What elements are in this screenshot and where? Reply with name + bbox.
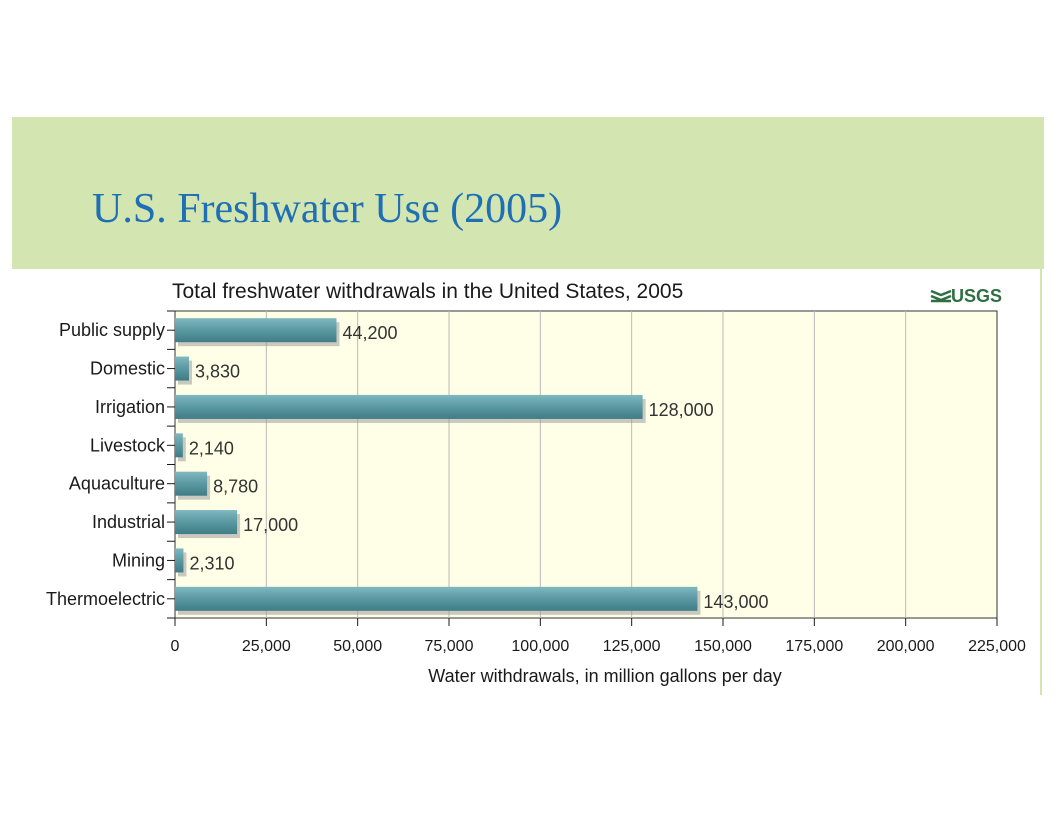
bar [175,510,238,535]
bar-value-label: 2,140 [189,438,234,458]
bar [175,356,189,381]
slide-edge-rule [1040,269,1042,695]
category-label: Livestock [90,435,166,455]
bar-value-label: 8,780 [213,477,258,497]
x-tick-label: 175,000 [785,638,843,655]
category-label: Irrigation [95,397,165,417]
bar-value-label: 44,200 [342,323,397,343]
bar [175,586,698,611]
category-label: Thermoelectric [46,589,165,609]
title-band: U.S. Freshwater Use (2005) [12,117,1044,269]
bar-value-label: 143,000 [703,592,768,612]
x-tick-label: 75,000 [425,638,474,655]
x-tick-label: 225,000 [968,638,1026,655]
usgs-logo-text: USGS [951,286,1002,306]
plot-area [174,310,998,619]
category-label: Industrial [92,512,165,532]
bar [175,548,184,573]
grid-lines [265,311,907,618]
x-tick-label: 50,000 [333,638,382,655]
category-label: Mining [112,550,165,570]
bar [175,433,183,458]
bar-value-label: 128,000 [649,400,714,420]
usgs-logo-icon [930,289,952,303]
x-tick-label: 100,000 [511,638,569,655]
bars: 44,200 3,830 128,000 2,140 8,780 17,000 2,310 1… [175,318,769,615]
axes: Public supply Domestic Irrigation Livestock… [46,310,1026,655]
bar-value-label: 3,830 [195,362,240,382]
x-tick-label: 0 [171,638,180,655]
bar-value-label: 2,310 [189,553,234,573]
bar [175,471,208,496]
x-tick-label: 150,000 [694,638,752,655]
bar [175,394,643,419]
x-tick-label: 125,000 [603,638,661,655]
category-label: Aquaculture [69,474,165,494]
x-axis-title: Water withdrawals, in million gallons pe… [428,666,781,686]
chart-title: Total freshwater withdrawals in the Unit… [172,280,683,303]
bar [175,318,337,343]
category-label: Public supply [59,320,165,340]
category-label: Domestic [90,359,165,379]
bar-value-label: 17,000 [243,515,298,535]
x-tick-label: 25,000 [242,638,291,655]
x-tick-label: 200,000 [877,638,935,655]
usgs-logo: USGS [930,286,1002,306]
slide-title: U.S. Freshwater Use (2005) [92,186,563,232]
